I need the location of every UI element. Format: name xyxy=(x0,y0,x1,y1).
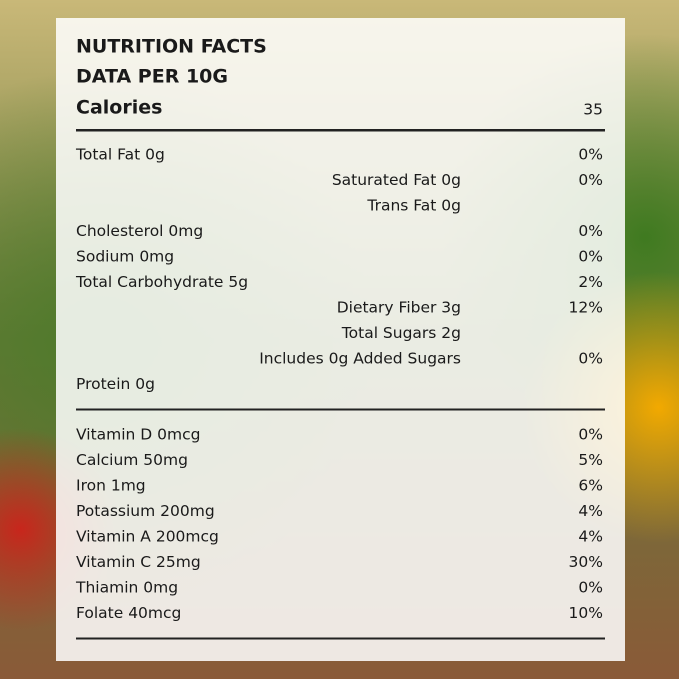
nutrient-label: Cholesterol 0mg xyxy=(76,222,203,240)
daily-value: 4% xyxy=(578,502,603,520)
daily-value: 6% xyxy=(578,477,603,495)
nutrient-label: Potassium 200mg xyxy=(76,502,215,520)
nutrient-label: Iron 1mg xyxy=(76,477,146,495)
nutrient-label: Folate 40mcg xyxy=(76,604,181,622)
daily-value: 5% xyxy=(578,451,603,469)
nutrient-label: Protein 0g xyxy=(76,375,155,393)
divider xyxy=(76,408,605,411)
sub-nutrient-label: Includes 0g Added Sugars xyxy=(259,350,461,368)
nutrient-label: Vitamin C 25mg xyxy=(76,553,201,571)
calories-label: Calories xyxy=(76,97,162,119)
daily-value: 0% xyxy=(578,579,603,597)
nutrient-label: Total Carbohydrate 5g xyxy=(75,273,248,291)
daily-value: 0% xyxy=(578,350,603,368)
daily-value: 12% xyxy=(569,299,603,317)
sub-nutrient-label: Total Sugars 2g xyxy=(341,324,461,342)
divider xyxy=(76,637,605,640)
label-panel xyxy=(56,18,625,661)
sub-nutrient-label: Trans Fat 0g xyxy=(366,197,461,215)
nutrient-label: Calcium 50mg xyxy=(76,451,188,469)
nutrient-label: Total Fat 0g xyxy=(75,146,165,164)
daily-value: 0% xyxy=(578,248,603,266)
sub-nutrient-label: Dietary Fiber 3g xyxy=(337,299,461,317)
nutrient-label: Thiamin 0mg xyxy=(75,579,178,597)
subtitle: DATA PER 10G xyxy=(76,66,228,88)
title: NUTRITION FACTS xyxy=(76,36,267,58)
nutrient-label: Vitamin D 0mcg xyxy=(76,426,200,444)
daily-value: 4% xyxy=(578,528,603,546)
daily-value: 0% xyxy=(578,222,603,240)
divider xyxy=(76,129,605,132)
daily-value: 30% xyxy=(569,553,603,571)
daily-value: 0% xyxy=(578,426,603,444)
daily-value: 2% xyxy=(578,273,603,291)
sub-nutrient-label: Saturated Fat 0g xyxy=(332,171,461,189)
calories-value: 35 xyxy=(583,101,603,119)
nutrient-label: Sodium 0mg xyxy=(76,248,174,266)
daily-value: 0% xyxy=(578,146,603,164)
daily-value: 10% xyxy=(569,604,603,622)
daily-value: 0% xyxy=(578,171,603,189)
nutrient-label: Vitamin A 200mcg xyxy=(76,528,219,546)
